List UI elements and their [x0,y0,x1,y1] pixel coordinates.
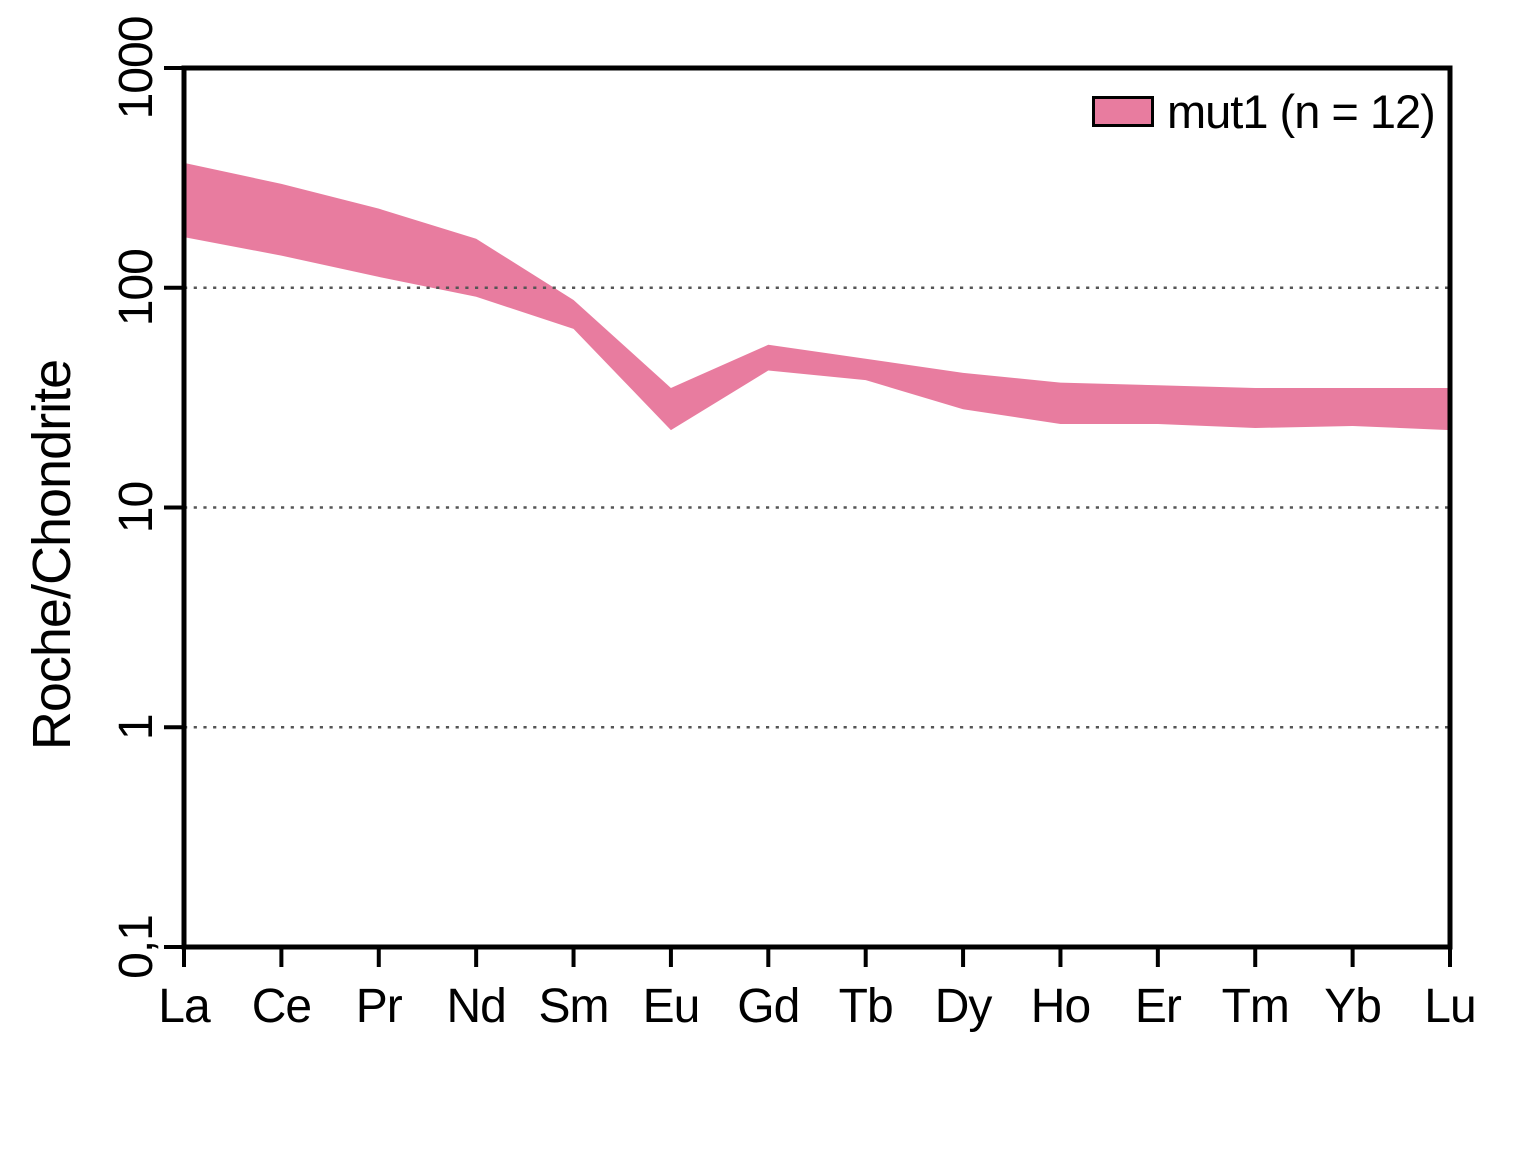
legend-swatch [1092,96,1154,127]
x-tick-label: Gd [737,980,799,1033]
data-band [184,162,1450,431]
x-tick-label: Eu [643,980,700,1033]
x-tick-label: Dy [935,980,993,1033]
y-tick-label: 10 [110,482,163,533]
x-tick-label: Pr [356,980,403,1033]
y-tick-label: 1000 [110,17,163,120]
x-tick-label: La [158,980,211,1033]
x-tick-label: Tb [839,980,893,1033]
x-tick-label: Nd [446,980,505,1033]
x-tick-label: Ce [252,980,311,1033]
x-tick-label: Ho [1031,980,1090,1033]
y-tick-label: 100 [110,249,163,326]
x-tick-label: Sm [539,980,609,1033]
legend: mut1 (n = 12) [1092,84,1436,139]
y-axis-title: Roche/Chondrite [22,359,82,751]
x-tick-label: Yb [1324,980,1381,1033]
x-tick-label: Er [1135,980,1182,1033]
legend-label: mut1 (n = 12) [1167,85,1436,138]
y-tick-label: 1 [110,714,163,740]
x-tick-label: Lu [1424,980,1475,1033]
y-tick-label: 0,1 [110,915,163,979]
x-tick-label: Tm [1222,980,1289,1033]
